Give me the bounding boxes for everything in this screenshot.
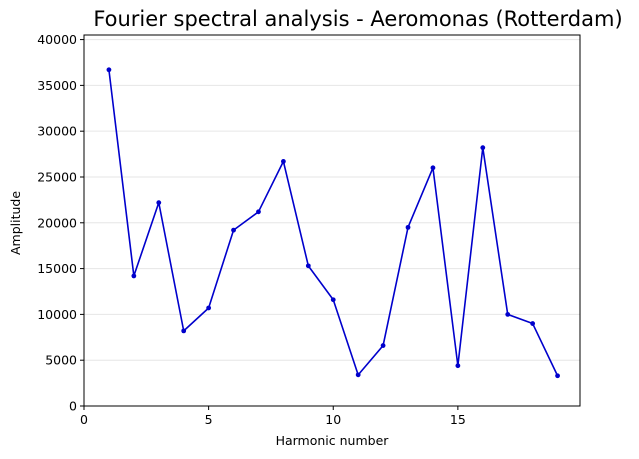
data-point bbox=[305, 263, 311, 269]
data-point bbox=[256, 209, 261, 215]
data-point bbox=[131, 273, 137, 279]
data-point bbox=[156, 200, 162, 206]
x-tick-label: 0 bbox=[80, 412, 88, 427]
data-point bbox=[530, 321, 536, 326]
x-tick-label: 10 bbox=[325, 412, 341, 427]
x-axis-ticks: 0 5 10 15 bbox=[80, 406, 466, 427]
y-tick-label: 25000 bbox=[37, 169, 77, 184]
y-tick-label: 0 bbox=[69, 399, 77, 414]
data-point bbox=[231, 227, 236, 233]
y-tick-label: 20000 bbox=[37, 215, 77, 230]
y-axis-label: Amplitude bbox=[8, 191, 23, 255]
x-tick-label: 5 bbox=[205, 412, 213, 427]
data-point bbox=[505, 311, 511, 317]
y-tick-label: 30000 bbox=[37, 124, 77, 139]
y-tick-label: 35000 bbox=[37, 78, 77, 93]
y-tick-label: 15000 bbox=[37, 261, 77, 276]
y-tick-label: 5000 bbox=[45, 353, 77, 368]
data-point bbox=[330, 297, 336, 303]
data-point bbox=[455, 363, 461, 369]
data-point bbox=[380, 343, 386, 348]
data-point bbox=[355, 372, 361, 378]
data-point bbox=[555, 373, 560, 379]
data-point bbox=[280, 159, 286, 164]
data-point bbox=[206, 305, 212, 311]
data-point bbox=[181, 328, 187, 334]
y-tick-label: 10000 bbox=[37, 307, 77, 322]
grid-lines bbox=[84, 39, 580, 361]
series-layer bbox=[106, 67, 560, 379]
x-axis-label: Harmonic number bbox=[276, 433, 390, 448]
data-point bbox=[106, 67, 112, 73]
data-point bbox=[405, 224, 411, 230]
chart-title: Fourier spectral analysis - Aeromonas (R… bbox=[93, 7, 622, 31]
plot-frame bbox=[83, 34, 581, 407]
x-tick-label: 15 bbox=[450, 412, 466, 427]
y-axis-ticks: 0 5000 10000 15000 20000 25000 30000 35000 40000 bbox=[37, 32, 84, 414]
y-tick-label: 40000 bbox=[37, 32, 77, 47]
data-point bbox=[480, 145, 486, 151]
data-point bbox=[430, 165, 436, 171]
